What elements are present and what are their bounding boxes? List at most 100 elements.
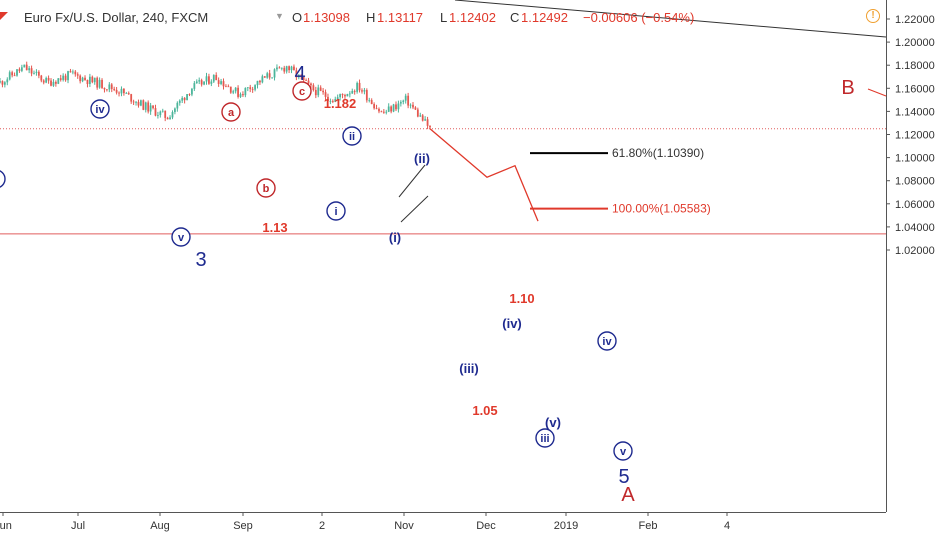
candle-body xyxy=(25,64,28,71)
wave-b-line xyxy=(867,88,887,97)
candle-body xyxy=(387,106,390,112)
wave-text: iv xyxy=(95,104,105,116)
candle-body xyxy=(142,100,145,110)
candle-body xyxy=(11,72,14,76)
candle-body xyxy=(249,87,252,90)
candle-body xyxy=(103,87,106,90)
x-tick-label: Sep xyxy=(233,520,253,532)
wave-label-i: (i) xyxy=(389,230,401,245)
wedge-upper xyxy=(398,164,426,198)
high-value: 1.13117 xyxy=(377,10,424,25)
candle-body xyxy=(37,71,40,76)
candle-body xyxy=(429,125,431,128)
candle-body xyxy=(203,81,205,85)
candle-body xyxy=(174,108,176,113)
trendline xyxy=(454,0,887,38)
candle-body xyxy=(157,115,159,116)
candle-body xyxy=(307,80,310,84)
candle-body xyxy=(120,88,123,94)
candle-body xyxy=(20,67,23,71)
collapse-icon[interactable] xyxy=(0,12,8,20)
candle-body xyxy=(54,81,57,84)
wave-circle xyxy=(292,81,312,101)
candle-body xyxy=(130,94,133,102)
wave-label-iv: iv xyxy=(90,99,110,119)
candle-body xyxy=(341,94,344,96)
wave-text: a xyxy=(228,107,235,119)
wave-circle xyxy=(326,201,346,221)
candle-body xyxy=(115,89,118,93)
wave-label-4: 4 xyxy=(294,63,305,85)
candle-body xyxy=(404,95,407,101)
candle-body xyxy=(373,104,376,109)
candle-body xyxy=(98,79,101,88)
candle-body xyxy=(122,88,125,94)
candle-body xyxy=(317,87,320,96)
wave-label-5: 5 xyxy=(618,466,629,488)
chevron-down-icon[interactable]: ▼ xyxy=(275,11,284,21)
candle-body xyxy=(69,71,72,73)
x-tick-label: 2 xyxy=(319,520,325,532)
candle-body xyxy=(188,94,191,95)
wave-label-i: i xyxy=(326,201,346,221)
candle-body xyxy=(178,100,181,103)
candle-body xyxy=(140,100,142,106)
plot-area xyxy=(0,0,886,512)
candle-body xyxy=(348,93,351,95)
candle-body xyxy=(419,115,422,117)
candle-body xyxy=(225,86,227,88)
candle-body xyxy=(86,79,89,85)
candle-body xyxy=(81,77,84,82)
high-label: H xyxy=(366,10,376,25)
candle-body xyxy=(295,70,298,78)
y-tick-label: 1.10000 xyxy=(895,153,935,165)
candle-body xyxy=(254,85,256,90)
candle-body xyxy=(266,73,269,78)
candle-body xyxy=(424,119,427,121)
candle-body xyxy=(246,87,249,89)
candle-body xyxy=(212,74,215,82)
wave-label-iii: (iii) xyxy=(459,361,479,376)
low-value: 1.12402 xyxy=(449,10,496,25)
wave-label-v: v xyxy=(613,441,633,461)
candle-body xyxy=(390,106,393,112)
candle-body xyxy=(93,77,96,83)
warning-icon[interactable]: ! xyxy=(866,9,880,23)
wave-label-B: B xyxy=(841,77,854,99)
candle-body xyxy=(280,67,283,69)
candle-body xyxy=(319,87,322,91)
wave-label-iv: (iv) xyxy=(502,316,522,331)
candle-body xyxy=(127,93,130,95)
wave-text: i xyxy=(334,206,337,218)
x-tick-label: Jul xyxy=(71,520,85,532)
candle-body xyxy=(256,80,259,86)
candle-body xyxy=(42,80,45,83)
candle-body xyxy=(220,81,222,84)
candle-body xyxy=(125,93,128,94)
candle-body xyxy=(45,77,48,83)
candle-body xyxy=(23,64,26,68)
candle-body xyxy=(28,68,31,71)
wave-circle xyxy=(535,428,555,448)
projection-path xyxy=(429,128,539,222)
candle-body xyxy=(259,80,261,83)
candle-body xyxy=(380,111,383,113)
fib-label: 100.00%(1.05583) xyxy=(612,202,711,216)
wave-text: iii xyxy=(540,433,549,445)
candle-body xyxy=(67,71,69,81)
wave-label-v: (v) xyxy=(545,415,561,430)
candle-body xyxy=(290,66,293,71)
candle-body xyxy=(152,105,154,109)
candle-body xyxy=(96,77,99,88)
y-tick-label: 1.22000 xyxy=(895,14,935,26)
candle-body xyxy=(137,101,140,106)
candle-body xyxy=(3,82,6,85)
candle-body xyxy=(169,117,171,120)
close-label: C xyxy=(510,10,520,25)
candle-body xyxy=(344,95,346,97)
wave-text: 4 xyxy=(294,63,305,85)
wave-text: ii xyxy=(349,131,355,143)
candle-body xyxy=(154,108,157,116)
candle-body xyxy=(6,79,9,83)
